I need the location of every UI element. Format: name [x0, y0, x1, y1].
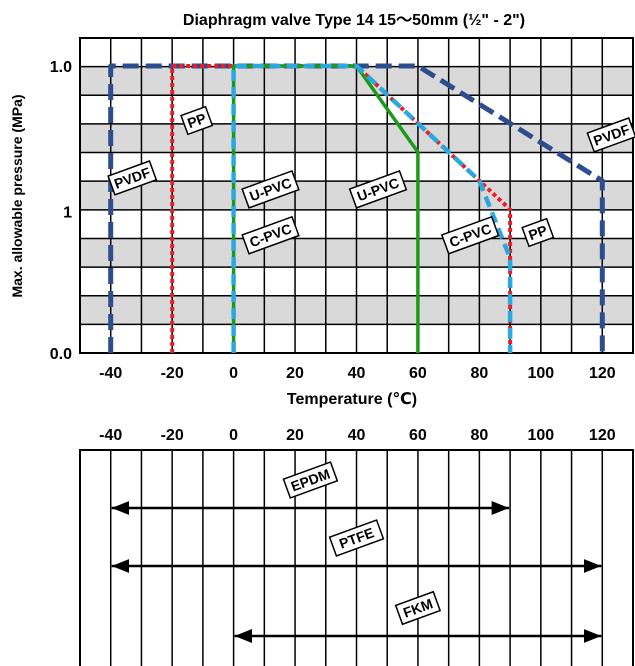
chart-title-group: Diaphragm valve Type 14 15～50mm (½" - 2"…	[183, 12, 525, 29]
x-tick-label: 100	[527, 365, 554, 382]
range-label: FKM	[394, 590, 442, 626]
series-label-box	[586, 117, 635, 153]
x-tick-label: 120	[589, 365, 616, 382]
series-label: U-PVC	[241, 169, 300, 209]
series-label-box	[440, 215, 500, 255]
series-label-box	[180, 105, 214, 136]
x-tick-label: 0	[229, 427, 238, 444]
x-tick-label: 120	[589, 427, 616, 444]
x-tick-label: 0	[229, 365, 238, 382]
x-tick-label: 60	[409, 365, 427, 382]
x-tick-label: 100	[527, 427, 554, 444]
plot-frame	[79, 37, 634, 354]
x-tick-label: 40	[348, 365, 366, 382]
y-tick-label: 1.0	[50, 59, 72, 76]
x-tick-label: 20	[286, 427, 304, 444]
x-tick-label: 60	[409, 427, 427, 444]
range-label-box	[394, 590, 442, 626]
series-line-pvdf	[108, 63, 605, 353]
x-tick-label: -20	[161, 427, 184, 444]
x-tick-label: -40	[99, 427, 122, 444]
series-label-box	[241, 169, 300, 209]
range-frame	[79, 449, 634, 666]
x-tick-label: 80	[470, 365, 488, 382]
series-label: PP	[180, 105, 214, 136]
series-label-box	[107, 160, 158, 196]
x-tick-label: -40	[99, 365, 122, 382]
y-tick-label: 1	[63, 205, 72, 222]
series-label: PP	[521, 217, 555, 248]
x-tick-label: 20	[286, 365, 304, 382]
y-axis-title-group: Max. allowable pressure (MPa)	[9, 94, 25, 297]
range-label-box	[282, 461, 339, 499]
y-axis-title: Max. allowable pressure (MPa)	[9, 94, 25, 297]
series-label-text: PP	[185, 110, 208, 131]
pressure-plot: -40 -20 0 20 40 60 80 100 1200.011.0PVDFPPU-PVCC…	[50, 37, 635, 382]
x-tick-label: 80	[470, 427, 488, 444]
series-line-cpvc	[231, 63, 513, 353]
range-label-box	[328, 519, 385, 557]
x-tick-label: 40	[348, 427, 366, 444]
x-axis-title: Temperature (℃)	[287, 391, 417, 408]
series-label-box	[241, 215, 300, 255]
y-tick-label: 0.0	[50, 346, 72, 363]
x-axis-title-group: Temperature (℃)	[287, 391, 417, 408]
series-label-text: PP	[526, 222, 549, 243]
x-tick-label: -20	[161, 365, 184, 382]
series-label-box	[348, 169, 408, 209]
chart-title: Diaphragm valve Type 14 15～50mm (½" - 2"…	[183, 12, 525, 29]
series-label-box	[521, 217, 555, 248]
range-label: EPDM	[282, 461, 339, 499]
